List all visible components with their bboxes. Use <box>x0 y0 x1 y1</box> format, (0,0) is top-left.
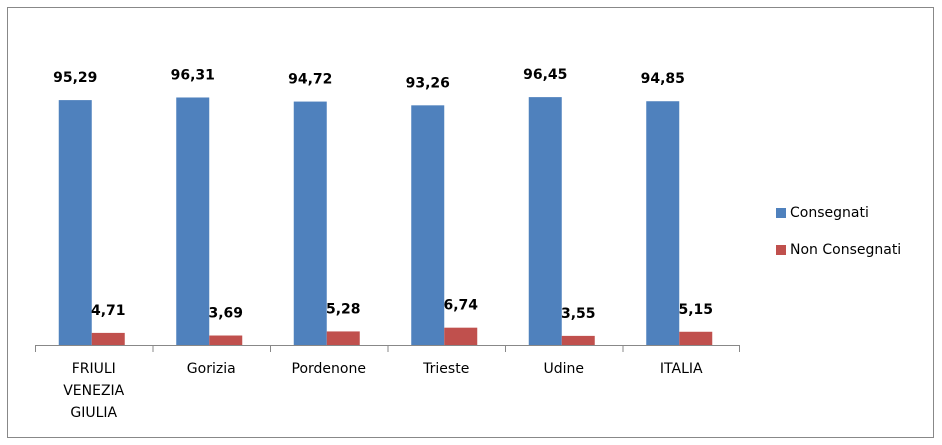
bar <box>293 101 327 345</box>
x-tick-label: Trieste <box>423 361 470 377</box>
value-label: 94,85 <box>641 71 685 87</box>
bar <box>326 331 360 345</box>
value-label: 96,45 <box>523 67 567 83</box>
value-label: 94,72 <box>288 72 332 88</box>
bar <box>444 327 478 345</box>
chart-border <box>7 7 934 438</box>
bar <box>91 332 125 345</box>
x-tick-label: Udine <box>543 361 584 377</box>
x-tick-label: FRIULI VENEZIA GIULIA <box>63 361 125 421</box>
bar <box>176 97 210 345</box>
bar <box>209 335 243 345</box>
value-label: 3,55 <box>561 306 596 322</box>
bar <box>528 97 562 345</box>
value-label: 6,74 <box>443 298 478 314</box>
value-label: 4,71 <box>91 303 126 319</box>
value-label: 95,29 <box>53 70 97 86</box>
x-tick-label: Pordenone <box>291 361 366 377</box>
bar <box>679 331 713 345</box>
bar <box>561 335 595 345</box>
legend-swatch <box>776 245 786 255</box>
value-label: 96,31 <box>171 67 215 83</box>
x-tick-label: ITALIA <box>659 361 703 377</box>
x-tick-label: Gorizia <box>186 361 236 377</box>
value-label: 93,26 <box>406 75 450 91</box>
bar <box>646 101 680 345</box>
legend-label: Consegnati <box>790 205 869 221</box>
value-label: 5,15 <box>678 302 713 318</box>
bar <box>411 105 445 345</box>
legend-label: Non Consegnati <box>790 242 901 258</box>
value-label: 5,28 <box>326 301 361 317</box>
legend-swatch <box>776 208 786 218</box>
bar <box>58 100 92 345</box>
value-label: 3,69 <box>208 306 243 322</box>
